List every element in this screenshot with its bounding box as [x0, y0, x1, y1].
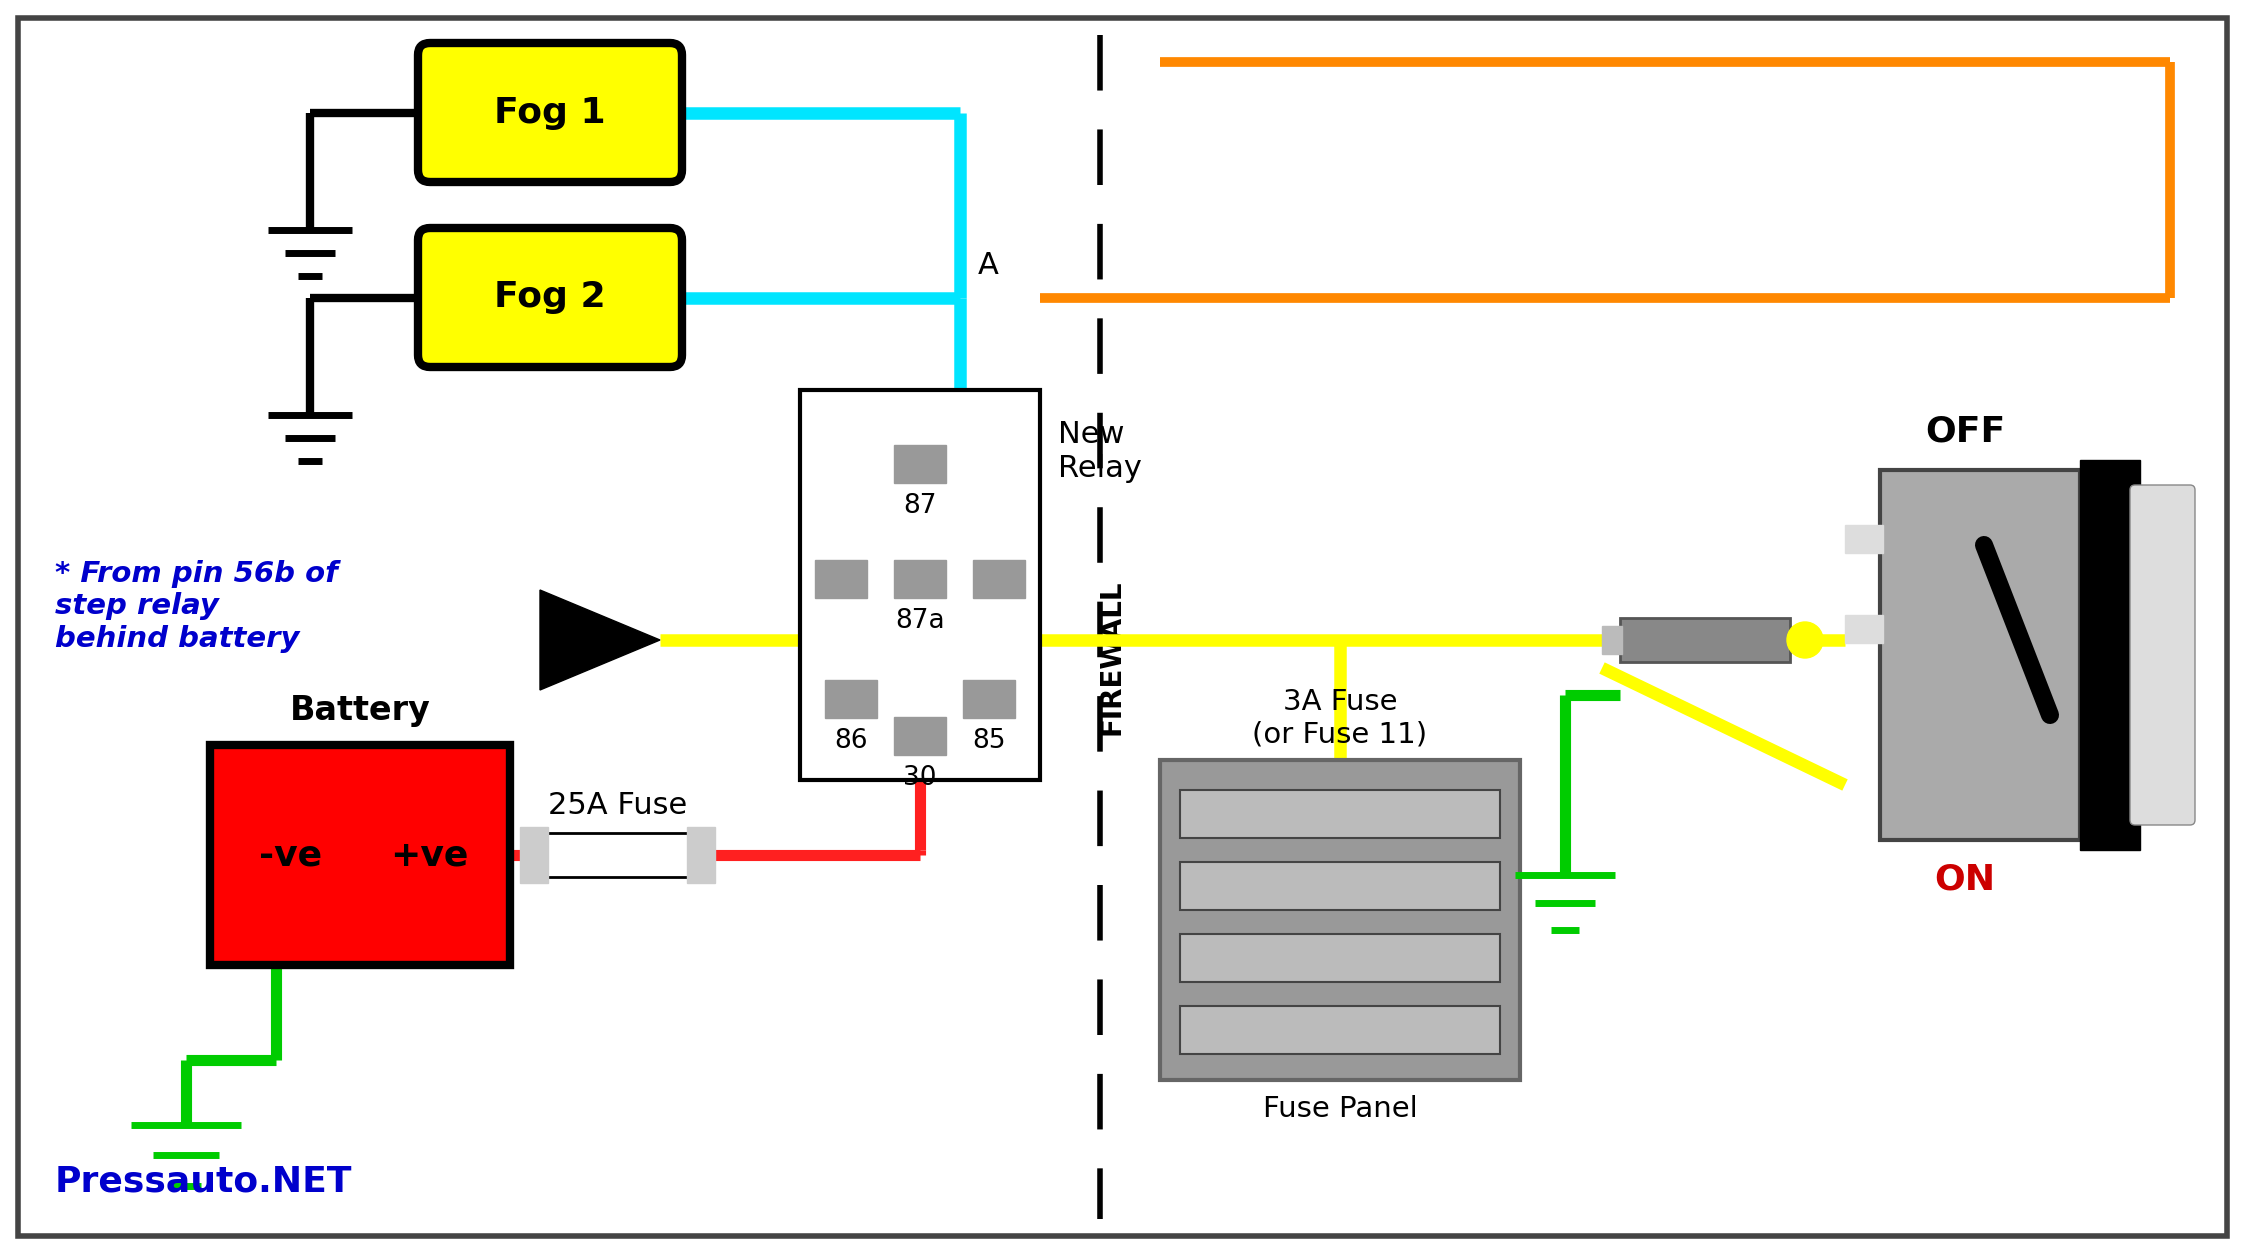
- FancyBboxPatch shape: [2131, 485, 2196, 825]
- Bar: [1181, 1006, 1500, 1055]
- Text: ON: ON: [1935, 861, 1996, 897]
- Text: 86: 86: [835, 729, 869, 754]
- Bar: [687, 826, 714, 883]
- Bar: [963, 680, 1015, 719]
- Text: 25A Fuse: 25A Fuse: [548, 791, 687, 820]
- Bar: [815, 561, 867, 598]
- Bar: [525, 833, 709, 877]
- Bar: [521, 826, 548, 883]
- Text: Pressauto.NET: Pressauto.NET: [54, 1165, 352, 1199]
- Circle shape: [1787, 622, 1823, 658]
- Text: 3A Fuse
(or Fuse 11): 3A Fuse (or Fuse 11): [1253, 687, 1428, 747]
- Bar: [972, 561, 1026, 598]
- Text: Fog 1: Fog 1: [494, 95, 606, 129]
- Polygon shape: [541, 589, 660, 690]
- FancyBboxPatch shape: [418, 43, 682, 182]
- Bar: [894, 445, 945, 483]
- Bar: [1603, 626, 1621, 640]
- Text: Fuse Panel: Fuse Panel: [1262, 1095, 1417, 1124]
- Text: 87a: 87a: [896, 608, 945, 635]
- Bar: [1181, 861, 1500, 910]
- Bar: [211, 745, 510, 966]
- Bar: [1621, 618, 1789, 662]
- Bar: [1845, 614, 1884, 643]
- Bar: [1845, 525, 1884, 553]
- Text: OFF: OFF: [1924, 414, 2005, 448]
- Text: A: A: [979, 251, 999, 280]
- Text: New
Relay: New Relay: [1057, 420, 1143, 483]
- Text: FIREWALL: FIREWALL: [1098, 579, 1127, 735]
- Bar: [1181, 790, 1500, 838]
- Bar: [894, 717, 945, 755]
- Text: -ve: -ve: [260, 838, 323, 872]
- Bar: [1161, 760, 1520, 1080]
- Bar: [1879, 470, 2081, 840]
- Text: 85: 85: [972, 729, 1006, 754]
- Text: Battery: Battery: [290, 693, 431, 727]
- Bar: [2081, 460, 2139, 850]
- Bar: [894, 561, 945, 598]
- FancyBboxPatch shape: [418, 228, 682, 367]
- Text: Fog 2: Fog 2: [494, 281, 606, 315]
- Bar: [799, 390, 1039, 780]
- Bar: [1181, 934, 1500, 982]
- Bar: [1603, 640, 1621, 655]
- Text: 87: 87: [902, 493, 936, 519]
- Bar: [824, 680, 878, 719]
- Text: * From pin 56b of
step relay
behind battery: * From pin 56b of step relay behind batt…: [54, 561, 337, 653]
- Text: +ve: +ve: [391, 838, 469, 872]
- Text: 30: 30: [902, 765, 936, 791]
